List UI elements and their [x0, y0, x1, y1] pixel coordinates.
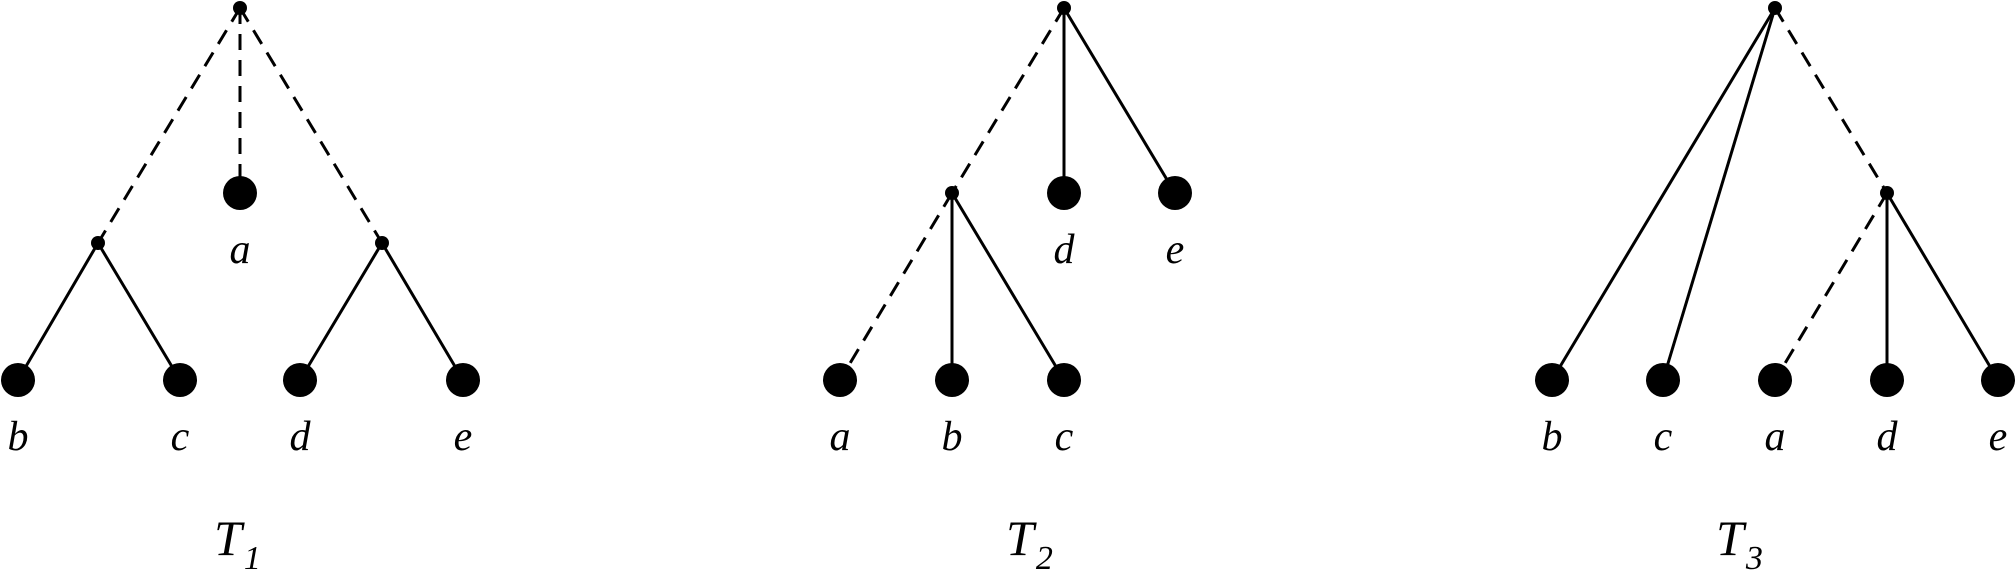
internal-node-u	[1880, 186, 1894, 200]
tree-title: T1	[214, 510, 261, 577]
leaf-label-e: e	[1166, 227, 1185, 273]
leaf-label-c: c	[171, 414, 190, 460]
leaf-label-d: d	[1054, 227, 1076, 273]
leaf-node-a	[1758, 363, 1792, 397]
leaf-label-a: a	[230, 227, 251, 273]
leaf-label-a: a	[830, 414, 851, 460]
leaf-node-e	[446, 363, 480, 397]
internal-node-r	[233, 1, 247, 15]
edge-u-a-dashed	[1773, 192, 1889, 381]
tree-title-letter: T	[214, 510, 245, 566]
leaf-node-b	[935, 363, 969, 397]
leaf-label-d: d	[290, 414, 312, 460]
edge-r-v-dashed	[238, 7, 384, 244]
tree-title-letter: T	[1006, 510, 1037, 566]
internal-node-v	[375, 236, 389, 250]
edge-u-e	[1885, 192, 2000, 381]
edge-r-e	[1062, 7, 1177, 194]
leaf-node-a	[823, 363, 857, 397]
edge-r-u-dashed	[950, 7, 1066, 194]
tree-t3: b c a d e T3	[1535, 1, 2015, 577]
edge-u-b	[16, 242, 100, 381]
tree-title-subscript: 2	[1036, 540, 1053, 577]
leaf-node-e	[1981, 363, 2015, 397]
leaf-node-c	[1047, 363, 1081, 397]
leaf-node-b	[1535, 363, 1569, 397]
internal-node-u	[91, 236, 105, 250]
leaf-label-e: e	[454, 414, 473, 460]
tree-title: T3	[1716, 510, 1763, 577]
tree-title: T2	[1006, 510, 1053, 577]
leaf-node-a	[223, 176, 257, 210]
leaf-node-e	[1158, 176, 1192, 210]
edge-u-a-dashed	[838, 192, 954, 381]
leaf-label-c: c	[1654, 414, 1673, 460]
edge-u-c	[950, 192, 1066, 381]
tree-title-letter: T	[1716, 510, 1747, 566]
leaf-label-d: d	[1877, 414, 1899, 460]
tree-t1: a b c d e T1	[1, 1, 480, 577]
edge-r-b	[1550, 7, 1777, 381]
leaf-node-d	[283, 363, 317, 397]
edge-r-u-dashed	[96, 7, 242, 244]
leaf-label-b: b	[8, 414, 29, 460]
leaf-label-b: b	[1542, 414, 1563, 460]
edge-r-c	[1661, 7, 1777, 381]
leaf-node-d	[1870, 363, 1904, 397]
tree-t2: d e a b c T2	[823, 1, 1192, 577]
leaf-label-e: e	[1989, 414, 2008, 460]
leaf-label-b: b	[942, 414, 963, 460]
leaf-label-c: c	[1055, 414, 1074, 460]
tree-title-subscript: 3	[1745, 540, 1763, 577]
tree-title-subscript: 1	[244, 540, 261, 577]
leaf-node-c	[1646, 363, 1680, 397]
leaf-label-a: a	[1765, 414, 1786, 460]
edge-v-d	[298, 242, 384, 381]
leaf-node-c	[163, 363, 197, 397]
internal-node-u	[945, 186, 959, 200]
edge-v-e	[380, 242, 465, 381]
leaf-node-b	[1, 363, 35, 397]
edge-u-c	[96, 242, 182, 381]
leaf-node-d	[1047, 176, 1081, 210]
internal-node-r	[1057, 1, 1071, 15]
edge-r-u-dashed	[1773, 7, 1889, 194]
internal-node-r	[1768, 1, 1782, 15]
